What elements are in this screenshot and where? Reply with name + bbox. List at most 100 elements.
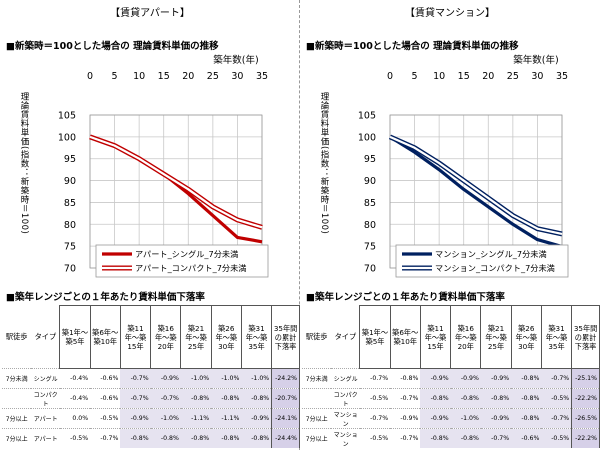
rate-cell: -0.8% [180, 388, 212, 409]
rate-cell: -0.8% [180, 428, 212, 448]
rate-cell: -0.6% [90, 368, 121, 389]
type-cell: アパート [31, 408, 60, 429]
type-cell: マンション [331, 408, 360, 429]
walk-cell: 7分以上 [302, 428, 332, 448]
total-cell: -22.2% [571, 428, 600, 448]
x-tick-label: 10 [433, 71, 445, 82]
x-tick-label: 5 [412, 71, 418, 82]
y-tick-label: 75 [64, 242, 76, 253]
rate-cell: -0.8% [241, 388, 272, 409]
x-tick-label: 15 [158, 71, 170, 82]
total-cell: -26.5% [571, 408, 600, 429]
total-cell: -24.2% [271, 368, 300, 389]
table-row: 7分以上 マンション -0.5% -0.7% -0.8% -0.8% -0.7% -0.6% -… [302, 428, 600, 448]
x-tick-label: 15 [458, 71, 470, 82]
type-cell: シングル [331, 368, 360, 389]
series-line-outline [388, 134, 563, 237]
rate-cell: -0.9% [480, 368, 512, 389]
total-cell: -24.4% [271, 428, 300, 448]
column-header: 築11年〜築15年 [119, 305, 152, 369]
rate-cell: -0.5% [59, 428, 91, 448]
walk-cell: 7分以上 [302, 408, 332, 429]
y-tick-label: 105 [58, 111, 76, 122]
apartment-decline-table: 駅徒歩 タイプ 築1年〜築5年 築6年〜築10年 築11年〜築15年 築16年〜築20年築… [2, 305, 300, 448]
column-header: 築26年〜築30年 [210, 305, 242, 369]
column-header: 築16年〜築20年 [150, 305, 182, 369]
rate-cell: -0.8% [450, 388, 481, 409]
rate-cell: -0.5% [359, 428, 391, 448]
y-tick-label: 80 [64, 220, 76, 231]
walk-cell [302, 388, 332, 409]
legend-label: マンション_シングル_7分未満 [435, 249, 547, 259]
legend-label: アパート_シングル_7分未満 [135, 249, 238, 259]
x-tick-label: 10 [133, 71, 145, 82]
rate-cell: -0.8% [480, 388, 512, 409]
rate-cell: -0.7% [359, 368, 391, 389]
rate-cell: -1.0% [450, 408, 481, 429]
table-header-row: 駅徒歩 タイプ 築1年〜築5年 築6年〜築10年 築11年〜築15年 築16年〜築20年築… [2, 305, 300, 369]
y-tick-label: 95 [64, 154, 76, 165]
rate-cell: -0.7% [541, 368, 572, 389]
mansion-decline-table: 駅徒歩 タイプ 築1年〜築5年 築6年〜築10年 築11年〜築15年 築16年〜築20年築… [302, 305, 600, 448]
panel-title: 【賃貸アパート】 [110, 8, 190, 19]
y-tick-label: 80 [364, 220, 376, 231]
y-tick-label: 95 [364, 154, 376, 165]
y-tick-label: 90 [364, 176, 376, 187]
rate-cell: -0.7% [120, 368, 151, 389]
rate-cell: -0.7% [390, 428, 421, 448]
x-tick-label: 20 [182, 71, 194, 82]
column-header: 築21年〜築25年 [480, 305, 512, 369]
table-heading: ■築年レンジごとの１年あたり賃料単価下落率 [306, 292, 505, 303]
walk-cell: 7分未満 [302, 368, 332, 389]
rate-cell: -1.1% [180, 408, 212, 429]
rate-cell: -0.7% [359, 408, 391, 429]
table-header-row: 駅徒歩 タイプ 築1年〜築5年 築6年〜築10年 築11年〜築15年 築16年〜築20年築… [302, 305, 600, 369]
x-axis-label: 築年数(年) [513, 54, 558, 66]
rate-cell: -0.8% [511, 408, 542, 429]
table-row: 7分未満 シングル -0.4% -0.6% -0.7% -0.9% -1.0% -1.0% -1… [2, 368, 300, 389]
column-header: タイプ [334, 332, 357, 342]
rate-cell: -0.8% [511, 368, 542, 389]
column-header: 駅徒歩 [305, 332, 328, 342]
y-tick-label: 105 [358, 111, 376, 122]
column-header: タイプ [34, 332, 57, 342]
x-tick-label: 30 [531, 71, 543, 82]
table-row: 7分未満 シングル -0.7% -0.8% -0.9% -0.9% -0.9% -0.8% -0… [302, 368, 600, 389]
rate-cell: -0.9% [120, 408, 151, 429]
column-header: 築31年〜築35年 [240, 305, 273, 369]
table-row: 7分以上 アパート 0.0% -0.5% -0.9% -1.0% -1.1% -1.1% -0.… [2, 408, 300, 429]
chart-heading: ■新築時＝100とした場合の 理論賃料単価の推移 [306, 41, 519, 52]
walk-cell: 7分以上 [2, 428, 32, 448]
y-tick-label: 85 [364, 198, 376, 209]
rate-cell: -0.8% [420, 428, 451, 448]
column-header: 築16年〜築20年 [450, 305, 482, 369]
legend-label: マンション_コンパクト_7分未満 [435, 263, 555, 273]
rate-cell: -0.7% [541, 408, 572, 429]
rate-cell: -0.9% [241, 408, 272, 429]
walk-cell: 7分以上 [2, 408, 32, 429]
rate-cell: -1.0% [180, 368, 212, 389]
column-header: 築6年〜築10年 [389, 305, 421, 369]
x-axis-label: 築年数(年) [213, 54, 258, 66]
series-line [89, 135, 263, 244]
rate-cell: -0.5% [541, 388, 572, 409]
type-cell: マンション [331, 428, 360, 448]
apartment-rent-chart: 築年数(年) 0 5 10 15 20 25 30 35 70 75 80 85 90 95 100 105 理論… [19, 54, 269, 278]
x-tick-label: 0 [87, 71, 93, 82]
series-line [389, 135, 563, 249]
total-cell: -25.1% [571, 368, 600, 389]
rate-cell: -0.8% [211, 388, 242, 409]
table-row: 7分以上 アパート -0.5% -0.7% -0.8% -0.8% -0.8% -0.8% -0… [2, 428, 300, 448]
column-header: 築26年〜築30年 [510, 305, 542, 369]
column-header: 35年間の累計下落率 [571, 305, 600, 369]
rate-cell: 0.0% [59, 408, 91, 429]
apartment-panel: 【賃貸アパート】 ■新築時＝100とした場合の 理論賃料単価の推移 築年数(年)… [2, 8, 300, 448]
rate-cell: -0.9% [150, 368, 181, 389]
x-tick-label: 25 [507, 71, 519, 82]
column-header: 築21年〜築25年 [180, 305, 212, 369]
rate-cell: -0.9% [420, 408, 451, 429]
rate-cell: -0.8% [390, 368, 421, 389]
y-tick-label: 100 [358, 132, 376, 143]
x-tick-label: 5 [112, 71, 118, 82]
type-cell: シングル [31, 368, 60, 389]
